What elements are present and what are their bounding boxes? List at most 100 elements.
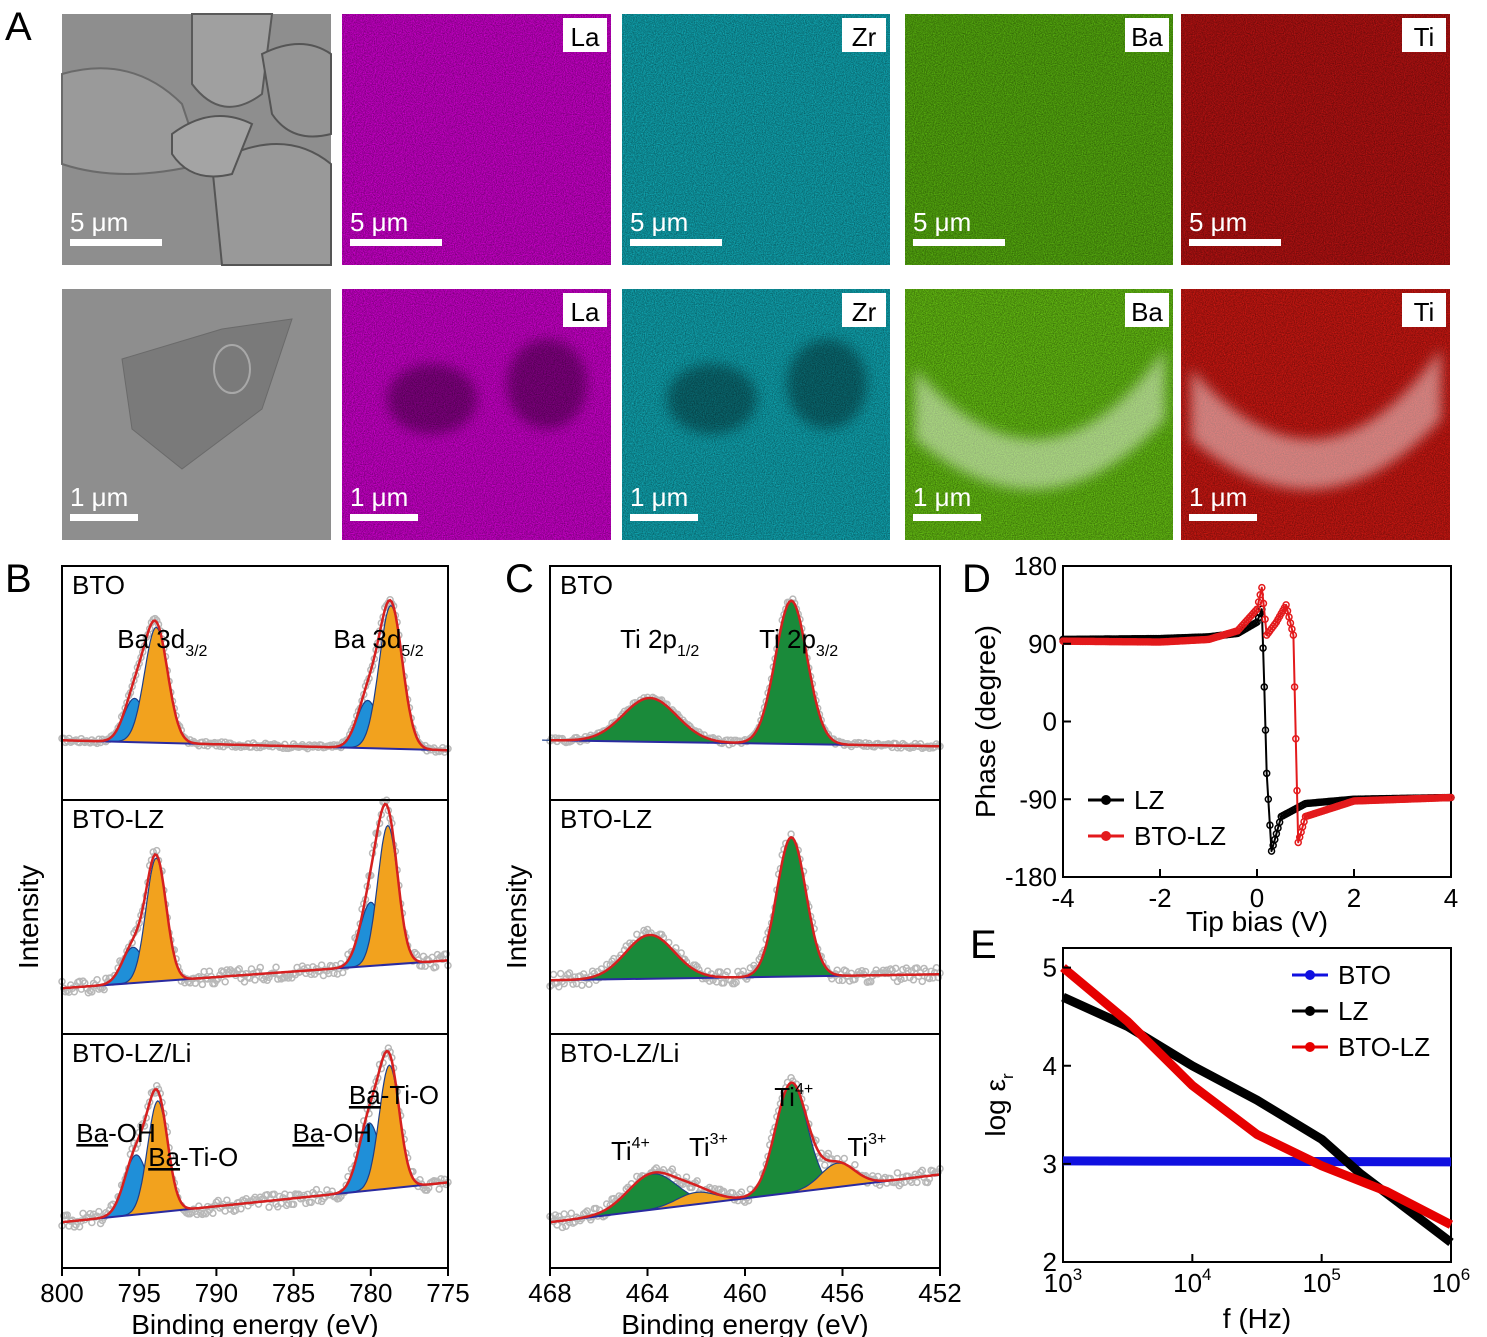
element-tag: Ba	[1125, 293, 1169, 327]
x-tick-label: 468	[528, 1278, 571, 1308]
raw-data-point	[581, 1208, 590, 1217]
raw-data-point	[567, 1209, 576, 1218]
y-tick-label: 180	[1014, 551, 1057, 581]
raw-data-point	[732, 978, 740, 987]
raw-data-point	[716, 968, 724, 976]
series-marker	[1259, 644, 1267, 652]
subplot-frame	[549, 1033, 941, 1269]
raw-data-point	[435, 1185, 443, 1193]
legend-entry: BTO-LZ	[1292, 1032, 1430, 1062]
raw-data-point	[256, 963, 265, 972]
concentration-pattern	[667, 339, 867, 434]
raw-data-point	[737, 1188, 746, 1196]
raw-data-point	[84, 989, 93, 997]
raw-data-point	[214, 1196, 222, 1205]
x-axis-label: Tip bias (V)	[1186, 906, 1328, 937]
raw-data-point	[840, 1154, 849, 1163]
raw-data-point	[221, 978, 229, 986]
y-axis-label: log εr	[980, 1073, 1017, 1137]
peak-label-sup: 4+	[795, 1081, 813, 1098]
dark-region	[507, 339, 587, 429]
peak-label-rest: -OH	[324, 1118, 372, 1148]
peak-label-underlined: Ba	[349, 1080, 381, 1110]
x-tick-label: 103	[1044, 1265, 1082, 1298]
eds-map-zr: Zr 5 μm	[622, 14, 890, 265]
raw-data-point	[152, 846, 161, 855]
raw-data-point	[893, 1169, 902, 1177]
series-bto	[1062, 1156, 1452, 1167]
raw-data-point	[330, 969, 338, 977]
peak-label-main: Ba 3d	[117, 624, 185, 654]
raw-data-point	[565, 969, 574, 977]
peak-label: Ba-OH	[292, 1118, 371, 1148]
scale-bar-label: 5 μm	[350, 207, 408, 237]
peak-label: Ti4+	[774, 1081, 813, 1112]
x-tick-label: 785	[272, 1278, 315, 1308]
raw-data-point	[821, 1161, 829, 1169]
series-line	[1062, 1156, 1452, 1167]
raw-data-point	[913, 1178, 921, 1187]
eds-map-ti: Ti 1 μm	[1181, 289, 1450, 540]
x-axis-label: f (Hz)	[1223, 1303, 1291, 1334]
fit-envelope	[550, 599, 940, 748]
raw-data-point	[723, 967, 732, 976]
raw-data-point	[891, 964, 900, 973]
element-tag-bg	[1125, 293, 1169, 327]
raw-data-point	[312, 1185, 321, 1194]
raw-data-point	[93, 975, 101, 984]
x-tick-label: 795	[118, 1278, 161, 1308]
raw-data-point	[307, 1198, 315, 1207]
legend-entry: LZ	[1088, 785, 1164, 815]
peak-label: Ba 3d5/2	[333, 624, 423, 660]
peak-label: Ti 2p3/2	[759, 624, 838, 660]
pore	[121, 318, 293, 470]
raw-data-point	[558, 1223, 567, 1232]
subplot-frame	[61, 1033, 449, 1269]
legend-label: BTO	[1338, 960, 1391, 990]
raw-data-point	[198, 980, 207, 989]
raw-data-point	[597, 965, 606, 973]
series-marker	[1262, 769, 1271, 778]
grain	[260, 43, 332, 138]
y-tick-label: 90	[1028, 629, 1057, 659]
subplot-label: BTO	[560, 570, 613, 600]
peak-label: Ti 2p1/2	[620, 624, 699, 660]
panel-letter-c: C	[505, 557, 534, 601]
legend-label: LZ	[1338, 996, 1368, 1026]
x-tick-label: 464	[626, 1278, 669, 1308]
series-marker	[1260, 683, 1269, 691]
x-tick-label: 104	[1173, 1265, 1211, 1298]
concentration-pattern	[915, 349, 1165, 490]
scale-bar	[350, 514, 418, 521]
peak-label-main: Ba 3d	[333, 624, 401, 654]
raw-data-point	[560, 1210, 568, 1218]
x-axis-label: Binding energy (eV)	[621, 1309, 868, 1337]
raw-data-point	[923, 1178, 932, 1187]
raw-data-point	[240, 978, 249, 986]
grain	[191, 13, 274, 108]
map-noise	[342, 14, 611, 265]
x-tick-label: -4	[1051, 883, 1074, 913]
series-marker	[1254, 614, 1263, 622]
scale-bar	[350, 239, 442, 246]
scale-bar-label: 1 μm	[913, 482, 971, 512]
fitted-component-peak	[732, 836, 851, 978]
series-marker	[1292, 735, 1300, 743]
element-tag: La	[563, 293, 607, 327]
y-tick-label: 2	[1043, 1247, 1057, 1277]
scale-bar-label: 5 μm	[1189, 207, 1247, 237]
x-tick-exponent: 4	[1202, 1265, 1211, 1284]
raw-data-point	[672, 944, 680, 952]
fitted-component-peak	[727, 600, 855, 746]
series-marker	[1447, 793, 1455, 802]
x-tick-label: 775	[426, 1278, 469, 1308]
series-marker	[1261, 726, 1270, 734]
raw-data-point	[592, 1204, 600, 1213]
panel-letter-a: A	[5, 5, 32, 49]
peak-label: Ti4+	[611, 1135, 650, 1166]
